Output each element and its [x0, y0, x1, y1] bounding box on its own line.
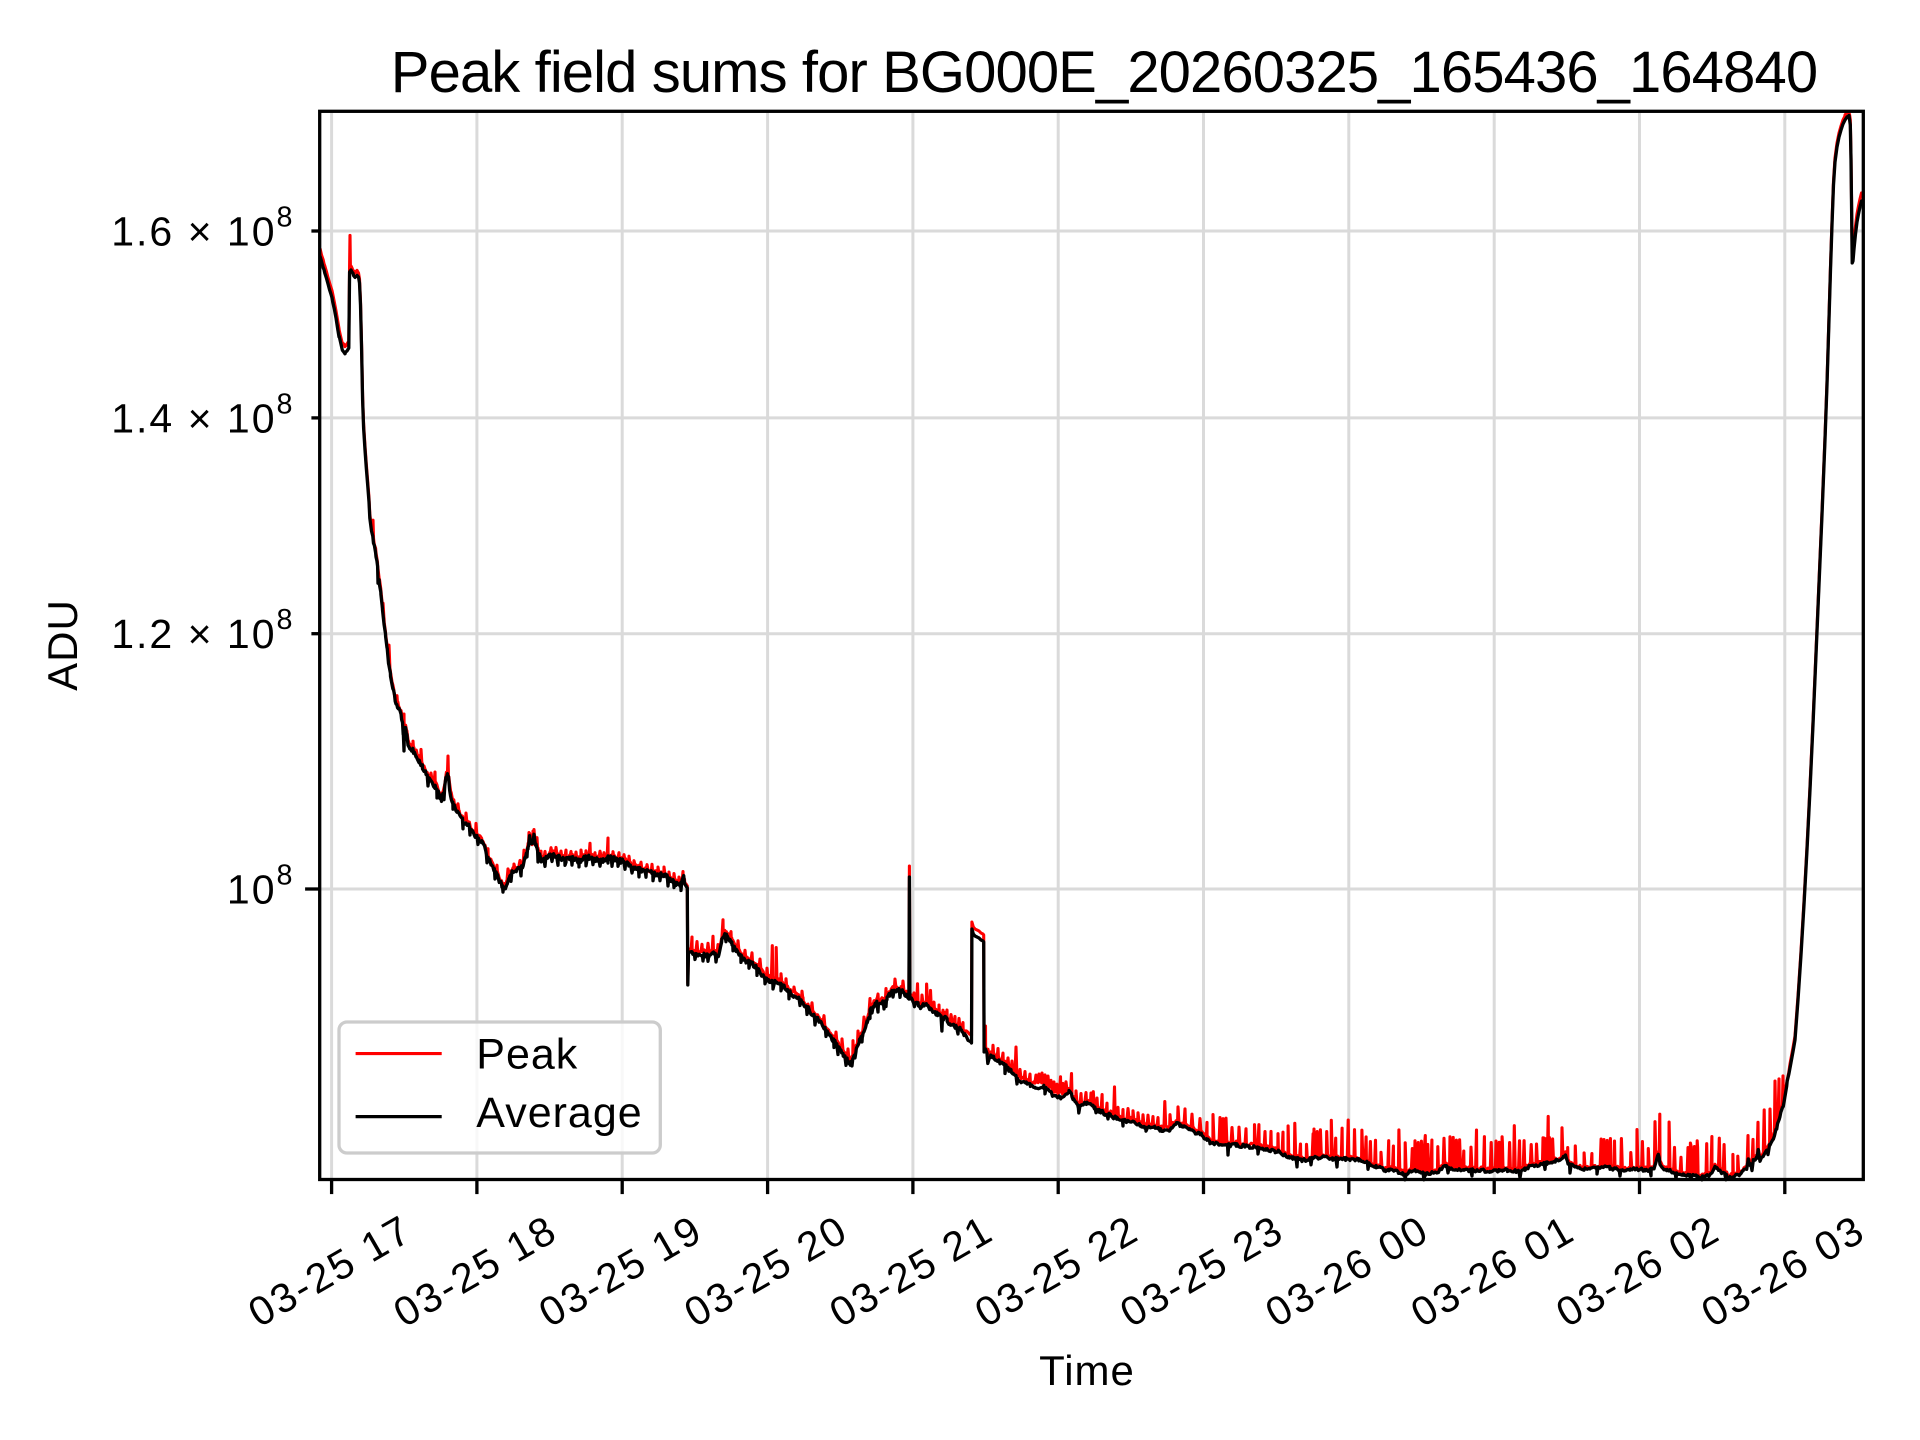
svg-text:Time: Time — [1039, 1347, 1135, 1394]
svg-text:1.6 × 108: 1.6 × 108 — [111, 202, 294, 255]
svg-text:Average: Average — [476, 1089, 642, 1137]
svg-text:1.4 × 108: 1.4 × 108 — [111, 388, 294, 441]
svg-text:1.2 × 108: 1.2 × 108 — [111, 604, 294, 657]
svg-text:Peak field sums for BG000E_202: Peak field sums for BG000E_20260325_1654… — [391, 40, 1817, 105]
svg-text:ADU: ADU — [39, 599, 86, 691]
svg-text:Peak: Peak — [476, 1031, 578, 1079]
